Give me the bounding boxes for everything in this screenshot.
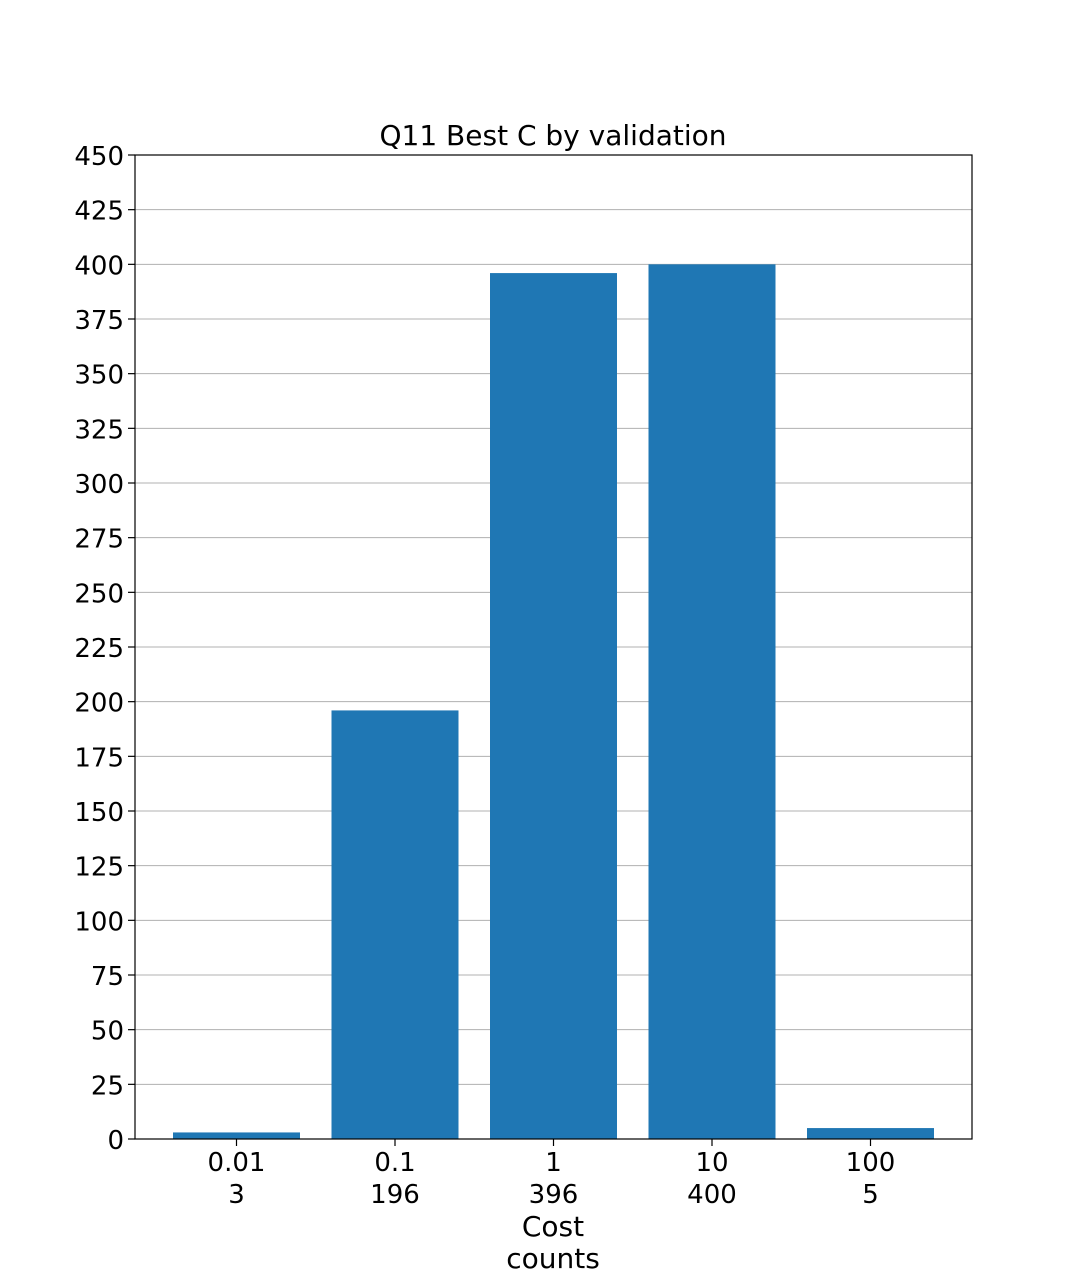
y-tick-label: 150 bbox=[74, 798, 124, 828]
y-tick-label: 400 bbox=[74, 251, 124, 281]
y-tick-label: 50 bbox=[91, 1017, 124, 1047]
bar-0.01 bbox=[173, 1132, 300, 1139]
x-tick-label: 0.01 bbox=[208, 1148, 266, 1178]
y-tick-label: 425 bbox=[74, 197, 124, 227]
y-tick-label: 125 bbox=[74, 853, 124, 883]
chart-title: Q11 Best C by validation bbox=[379, 119, 726, 152]
x-count-label: 396 bbox=[529, 1180, 579, 1210]
bars bbox=[173, 264, 934, 1140]
bar-100 bbox=[807, 1128, 934, 1139]
x-count-label: 196 bbox=[370, 1180, 420, 1210]
y-tick-label: 325 bbox=[74, 415, 124, 445]
bar-1 bbox=[490, 273, 617, 1140]
y-tick-label: 275 bbox=[74, 525, 124, 555]
y-tick-label: 100 bbox=[74, 907, 124, 937]
x-tick-label: 10 bbox=[695, 1148, 728, 1178]
x-axis-label: Cost bbox=[522, 1210, 584, 1243]
y-tick-label: 350 bbox=[74, 361, 124, 391]
y-tick-label: 0 bbox=[107, 1126, 124, 1156]
y-tick-label: 75 bbox=[91, 962, 124, 992]
y-tick-label: 175 bbox=[74, 743, 124, 773]
y-axis-ticks: 0 25 50 75 100 125 150 175 200 225 250 275 300 325 350… bbox=[74, 142, 135, 1156]
x-tick-label: 0.1 bbox=[374, 1148, 415, 1178]
y-tick-label: 200 bbox=[74, 689, 124, 719]
x-tick-label: 100 bbox=[846, 1148, 896, 1178]
x-axis-label-line2: counts bbox=[506, 1242, 600, 1275]
y-tick-label: 450 bbox=[74, 142, 124, 172]
x-tick-label: 1 bbox=[545, 1148, 562, 1178]
y-tick-label: 375 bbox=[74, 306, 124, 336]
x-count-label: 400 bbox=[687, 1180, 737, 1210]
y-tick-label: 225 bbox=[74, 634, 124, 664]
y-tick-label: 300 bbox=[74, 470, 124, 500]
x-count-label: 5 bbox=[862, 1180, 879, 1210]
x-count-label: 3 bbox=[228, 1180, 245, 1210]
bar-10 bbox=[648, 264, 776, 1139]
bar-0.1 bbox=[331, 710, 459, 1139]
y-tick-label: 250 bbox=[74, 579, 124, 609]
y-tick-label: 25 bbox=[91, 1071, 124, 1101]
